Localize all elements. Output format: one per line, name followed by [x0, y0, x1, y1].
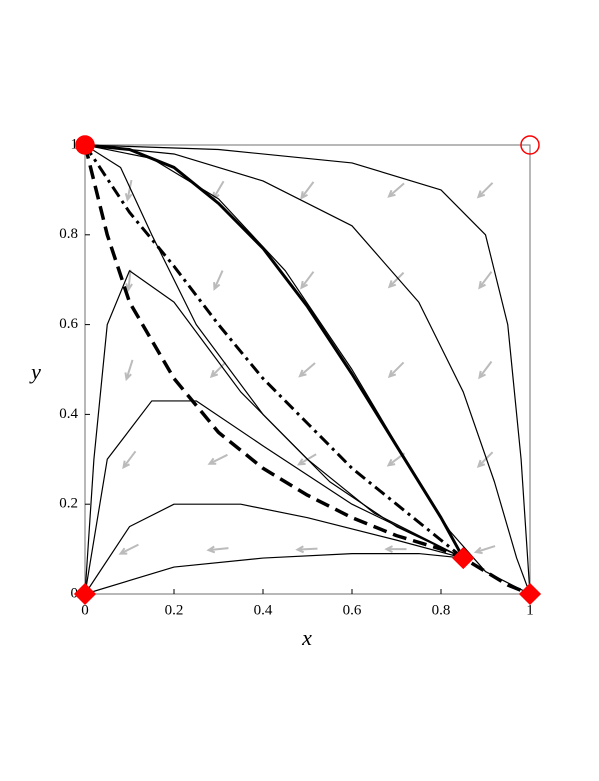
trajectory: [84, 144, 531, 595]
field-arrow: [124, 179, 133, 202]
field-arrow: [478, 360, 493, 380]
y-tick-label: 0: [71, 585, 79, 601]
y-tick-label: 0.2: [59, 496, 78, 512]
field-arrow: [387, 361, 405, 379]
field-arrow: [387, 271, 405, 289]
equilibrium-marker: [73, 582, 97, 606]
field-arrow: [300, 271, 315, 290]
x-tick-label: 0.4: [254, 602, 273, 618]
field-arrow: [207, 453, 228, 465]
field-arrow: [212, 180, 225, 201]
field-arrow: [125, 269, 133, 292]
trajectory: [84, 143, 465, 559]
field-arrow: [298, 362, 316, 378]
field-arrow: [384, 545, 407, 553]
field-arrow: [122, 450, 137, 470]
x-tick-label: 0.6: [343, 602, 362, 618]
y-tick-label: 0.6: [59, 316, 78, 332]
x-axis-label: x: [301, 625, 312, 650]
x-tick-label: 1: [526, 602, 534, 618]
x-tick-label: 0: [81, 602, 89, 618]
trajectory: [83, 144, 465, 560]
equilibrium-marker: [452, 547, 475, 570]
field-arrow: [473, 545, 496, 555]
field-arrow: [213, 270, 224, 291]
y-tick-label: 1: [71, 136, 79, 152]
field-arrow: [124, 359, 134, 382]
y-axis-label: y: [29, 359, 41, 384]
trajectory: [84, 400, 464, 595]
field-arrow: [118, 543, 139, 555]
trajectory: [84, 144, 531, 595]
plot-frame: [84, 144, 531, 595]
equilibrium-marker: [518, 582, 542, 606]
trajectory: [84, 503, 464, 595]
field-arrow: [206, 545, 229, 554]
field-arrow: [387, 182, 405, 198]
field-arrow: [476, 451, 494, 468]
trajectory: [84, 270, 464, 595]
trajectory: [84, 552, 464, 595]
x-tick-label: 0.8: [432, 602, 451, 618]
x-tick-label: 0.2: [165, 602, 184, 618]
trajectory: [84, 144, 464, 559]
y-tick-label: 0.8: [59, 226, 78, 242]
field-arrow: [209, 361, 227, 379]
field-arrow: [295, 545, 318, 554]
field-arrow: [300, 181, 315, 200]
field-arrow: [478, 271, 493, 290]
equilibrium-marker: [520, 135, 540, 155]
y-tick-label: 0.4: [59, 406, 78, 422]
field-arrow: [476, 182, 494, 199]
equilibrium-marker: [75, 135, 95, 155]
